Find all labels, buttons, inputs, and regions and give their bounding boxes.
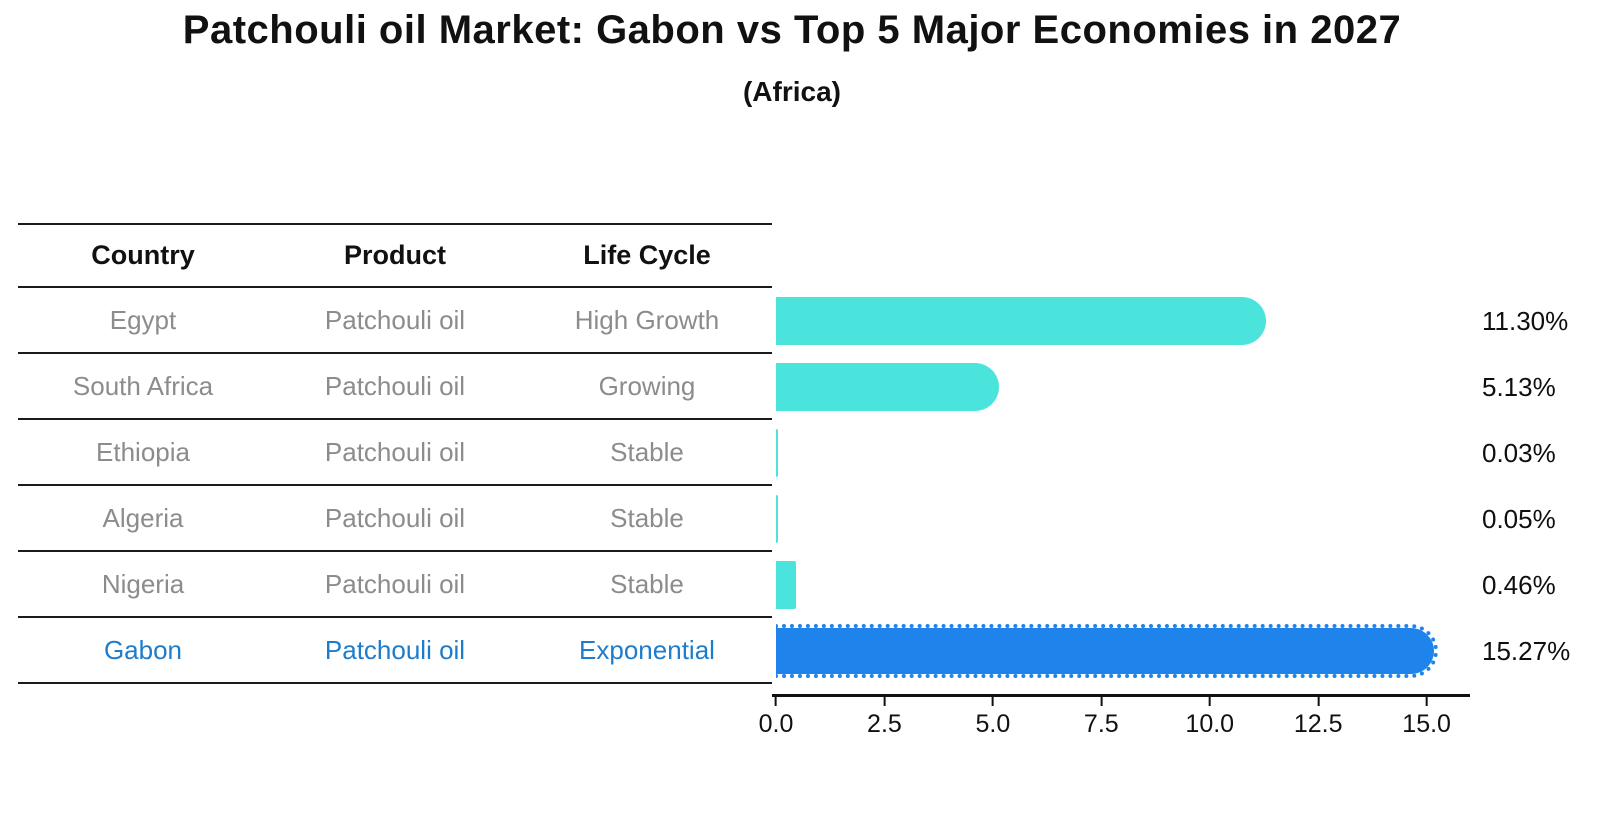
cell-country: Nigeria [101,568,185,599]
x-tick-label: 5.0 [975,710,1011,738]
cell-product: Patchouli oil [324,370,466,401]
bar-slot [776,354,1470,420]
column-header-life-cycle: Life Cycle [583,240,711,270]
x-tick-label: 15.0 [1402,710,1451,738]
bar-gabon [776,624,1439,678]
x-tick-label: 7.5 [1083,710,1119,738]
value-label-gabon: 15.27% [1482,636,1571,666]
x-tick: 0.0 [758,697,794,739]
cell-country: Algeria [102,502,184,533]
table-row-gabon: Gabon Patchouli oil Exponential [18,618,772,684]
bar-slot [776,420,1470,486]
cell-country: Gabon [103,634,183,665]
x-tick: 7.5 [1084,697,1119,739]
x-tick-mark [774,697,777,706]
bar-algeria [776,495,779,543]
x-tick-label: 0.0 [758,710,794,738]
x-tick: 10.0 [1185,697,1234,739]
bar-egypt [776,297,1267,345]
x-tick-mark [1317,697,1320,706]
bar-south-africa [776,363,999,411]
cell-life-cycle: Stable [610,502,684,533]
cell-product: Patchouli oil [324,436,466,467]
bar-slot [776,288,1470,354]
table-header-row: Country Product Life Cycle [18,225,772,288]
x-tick-mark [1425,697,1428,706]
x-tick: 5.0 [975,697,1010,739]
bar-ethiopia [776,429,778,477]
cell-life-cycle: Exponential [579,634,715,665]
chart-subtitle: (Africa) [742,76,841,107]
x-axis-line [772,694,1470,697]
x-tick-mark [1208,697,1211,706]
bar-nigeria [776,561,796,609]
cell-product: Patchouli oil [324,634,466,665]
value-labels: 11.30% 5.13% 0.03% 0.05% 0.46% 15.27% [1482,288,1602,684]
column-header-country: Country [91,240,195,270]
value-label-algeria: 0.05% [1482,504,1556,534]
value-label-nigeria: 0.46% [1482,570,1556,600]
cell-product: Patchouli oil [324,502,466,533]
x-tick-mark [1100,697,1103,706]
x-tick-label: 12.5 [1293,710,1343,738]
bar-slot [776,618,1470,684]
cell-life-cycle: Stable [610,436,684,467]
value-label-egypt: 11.30% [1482,306,1569,336]
value-label-ethiopia: 0.03% [1482,438,1556,468]
bar-slot [776,486,1470,552]
cell-country: Ethiopia [96,436,190,467]
x-tick: 2.5 [867,697,902,739]
table-row-algeria: Algeria Patchouli oil Stable [18,486,772,552]
x-tick-mark [883,697,886,706]
cell-product: Patchouli oil [324,568,466,599]
country-table: Country Product Life Cycle Egypt Patchou… [18,223,772,684]
x-tick-label: 2.5 [867,710,902,738]
bar-slot [776,552,1470,618]
bar-chart: 0.0 2.5 5.0 7.5 10.0 12.5 15.0 [759,288,1470,788]
table-row-nigeria: Nigeria Patchouli oil Stable [18,552,772,618]
cell-product: Patchouli oil [324,304,466,335]
value-label-south-africa: 5.13% [1482,372,1556,402]
x-tick-mark [991,697,994,706]
x-tick: 15.0 [1402,697,1451,739]
cell-life-cycle: Growing [598,370,696,401]
column-header-product: Product [343,240,446,270]
cell-country: South Africa [72,370,214,401]
x-tick-label: 10.0 [1185,710,1235,738]
cell-country: Egypt [109,304,177,335]
cell-life-cycle: High Growth [574,304,720,335]
cell-life-cycle: Stable [610,568,684,599]
table-row-ethiopia: Ethiopia Patchouli oil Stable [18,420,772,486]
table-row-south-africa: South Africa Patchouli oil Growing [18,354,772,420]
table-row-egypt: Egypt Patchouli oil High Growth [18,288,772,354]
chart-title: Patchouli oil Market: Gabon vs Top 5 Maj… [182,8,1402,52]
x-tick: 12.5 [1294,697,1343,739]
